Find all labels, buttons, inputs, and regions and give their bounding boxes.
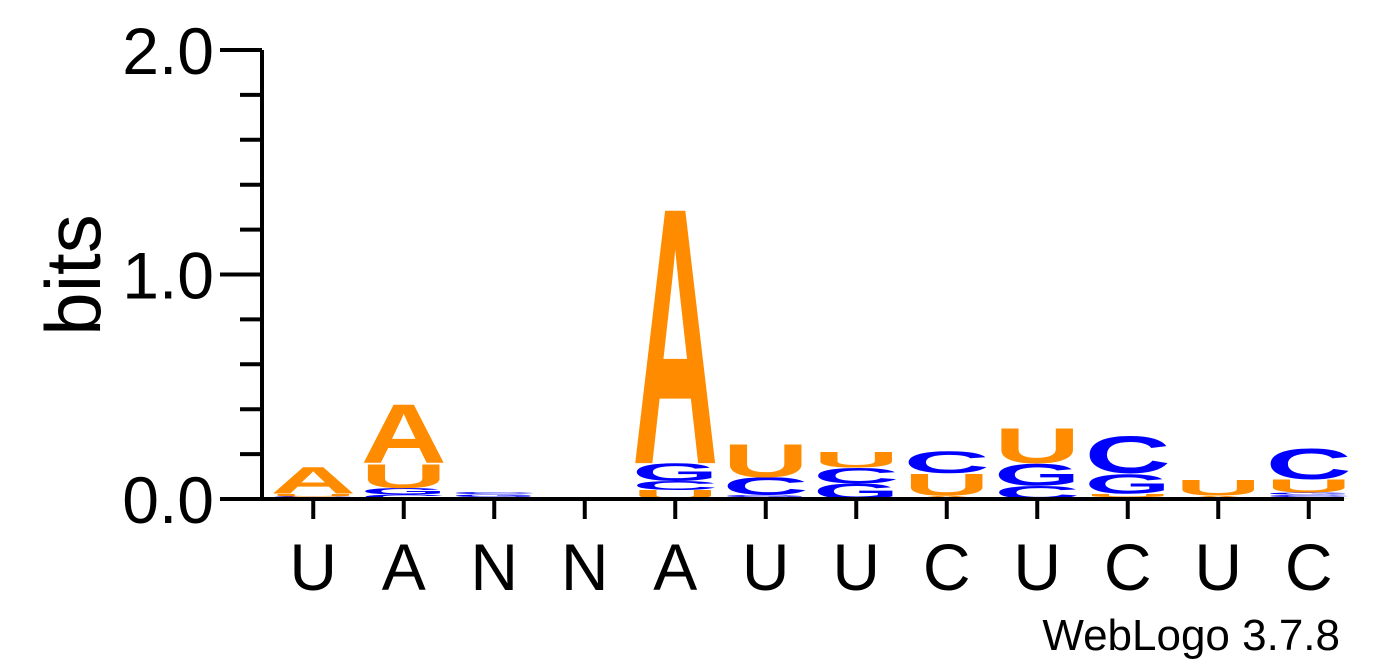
logo-letter-G: G — [1085, 468, 1171, 499]
logo-letter-C: C — [1085, 425, 1171, 485]
axes: 0.01.02.0U A N N A U U C U C U C — [122, 14, 1344, 604]
consensus-label: U — [1013, 530, 1061, 604]
weblogo-credit: WebLogo 3.7.8 — [1042, 611, 1340, 660]
letter-stacks: GCUACGUAAGCUCGAAGCUGCUAUCCGUAUGCAUACGUC — [270, 131, 1352, 541]
logo-letter-A: A — [270, 460, 356, 502]
logo-letter-C: C — [451, 491, 537, 494]
consensus-label: C — [923, 530, 971, 604]
logo-letter-G: G — [451, 493, 537, 497]
consensus-label: C — [1285, 530, 1333, 604]
logo-letter-C: C — [904, 445, 990, 480]
logo-letter-G: G — [632, 458, 718, 486]
logo-letter-U: U — [1266, 475, 1352, 496]
logo-letter-C: C — [1266, 440, 1352, 489]
y-axis-label: bits — [29, 214, 117, 335]
logo-letter-U: U — [1175, 476, 1261, 501]
consensus-label: U — [742, 530, 790, 604]
logo-letter-C: C — [723, 473, 809, 501]
logo-letter-U: U — [270, 493, 356, 497]
logo-letter-G: G — [361, 486, 447, 497]
y-tick-label: 1.0 — [122, 239, 214, 313]
logo-letter-C: C — [813, 464, 899, 489]
consensus-label: U — [832, 530, 880, 604]
logo-letter-G: G — [723, 494, 809, 498]
logo-letter-U: U — [723, 435, 809, 487]
logo-letter-U: U — [994, 418, 1080, 474]
logo-letter-U: U — [361, 457, 447, 496]
y-tick-label: 0.0 — [122, 463, 214, 537]
logo-letter-C: C — [1266, 494, 1352, 497]
consensus-label: U — [1194, 530, 1242, 604]
logo-letter-U: U — [904, 468, 990, 503]
consensus-label: A — [653, 530, 697, 604]
consensus-label: C — [1104, 530, 1152, 604]
logo-letter-U: U — [1085, 493, 1171, 498]
logo-letter-A: A — [361, 386, 447, 481]
logo-letter-U: U — [813, 448, 899, 473]
consensus-label: U — [289, 530, 337, 604]
logo-letter-A: A — [632, 131, 718, 541]
logo-letter-C: C — [361, 493, 447, 500]
y-tick-label: 2.0 — [122, 14, 214, 88]
logo-letter-C: C — [632, 479, 718, 493]
logo-letter-G: G — [994, 457, 1080, 492]
logo-letter-G: G — [1266, 492, 1352, 496]
consensus-label: N — [470, 530, 518, 604]
consensus-label: N — [561, 530, 609, 604]
consensus-label: A — [382, 530, 426, 604]
